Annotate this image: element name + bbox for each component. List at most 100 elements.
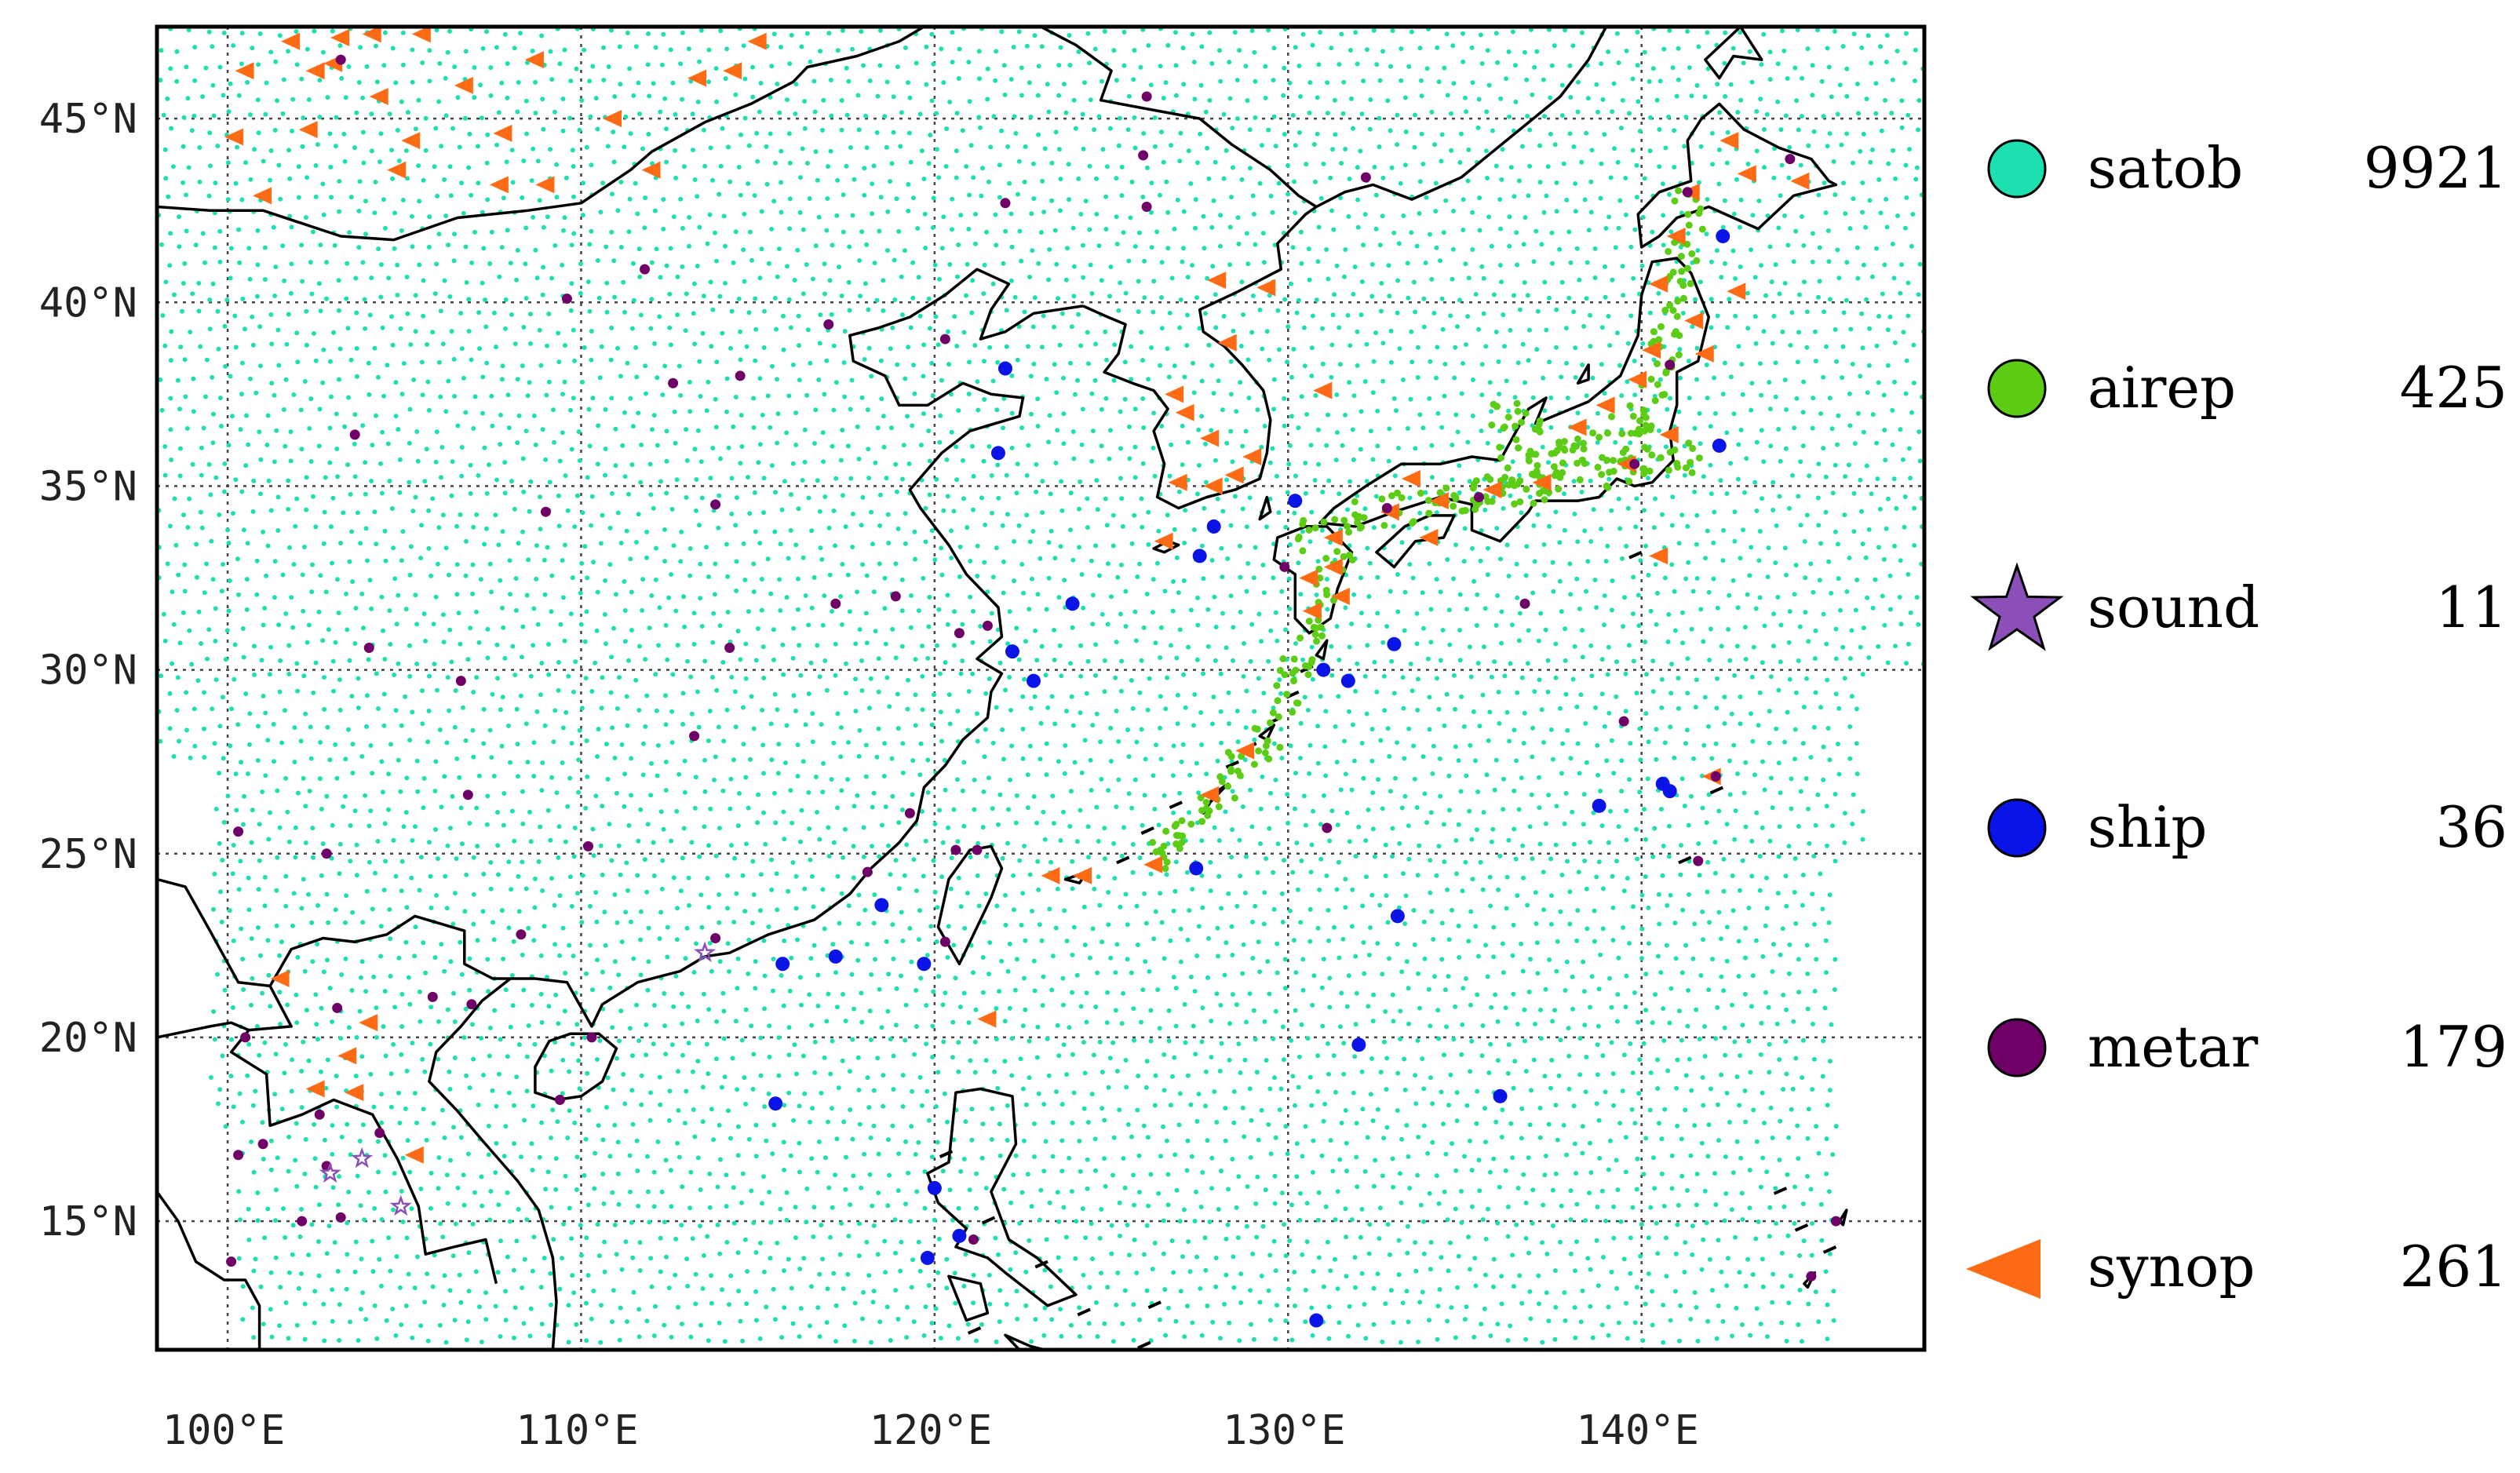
synop-marker <box>337 1047 357 1065</box>
synop-marker <box>1302 602 1322 620</box>
synop-marker <box>1235 742 1255 760</box>
synop-marker <box>603 110 622 128</box>
metar-marker <box>1138 150 1149 161</box>
sound-legend-icon <box>1970 562 2064 651</box>
metar-marker <box>1124 1470 1134 1473</box>
synop-marker <box>253 187 272 205</box>
ship-legend-icon <box>1987 798 2047 858</box>
ship-marker <box>1712 438 1727 453</box>
synop-marker <box>1532 473 1552 491</box>
synop-marker <box>1790 172 1810 190</box>
ship-observations <box>768 228 1730 1328</box>
ship-marker <box>1716 228 1730 243</box>
small-island <box>1678 855 1692 865</box>
legend-name: airep <box>2088 355 2236 421</box>
metar-marker <box>710 932 721 943</box>
synop-marker <box>1224 466 1244 484</box>
lat-tick-label: 15°N <box>39 1198 137 1245</box>
metar-marker <box>968 1234 979 1245</box>
metar-marker <box>724 642 735 653</box>
synop-marker <box>493 124 512 142</box>
metar-marker <box>1682 187 1693 198</box>
synop-marker <box>305 62 325 80</box>
metar-marker <box>233 1150 244 1161</box>
ship-marker <box>1026 673 1041 688</box>
sound-observations <box>319 941 717 1216</box>
sound-marker <box>694 941 717 963</box>
lon-tick-label: 130°E <box>1223 1407 1346 1454</box>
metar-marker <box>233 826 244 837</box>
ship-marker <box>1340 673 1355 688</box>
small-island <box>1822 1245 1837 1254</box>
ship-marker <box>920 1250 935 1265</box>
metar-marker <box>554 1095 565 1106</box>
synop-marker <box>1642 341 1661 359</box>
small-island <box>1225 760 1240 769</box>
legend-item-sound: sound 11 <box>1970 562 2507 651</box>
metar-marker <box>1519 598 1530 609</box>
synop-marker <box>1175 403 1194 421</box>
satob-points <box>157 27 1924 1345</box>
synop-marker <box>1429 492 1449 510</box>
legend-count: 9921 <box>2364 135 2507 201</box>
synop-marker <box>1419 528 1439 546</box>
small-island <box>1077 1307 1091 1317</box>
synop-marker <box>1649 275 1668 293</box>
metar-marker <box>516 929 527 940</box>
small-island <box>1169 800 1183 810</box>
lon-tick-label: 120°E <box>870 1407 993 1454</box>
ship-marker <box>1351 1037 1366 1052</box>
ship-marker <box>1005 644 1019 659</box>
synop-marker <box>1666 227 1686 245</box>
ship-marker <box>1387 636 1402 651</box>
metar-marker <box>349 429 360 440</box>
synop-marker <box>401 132 421 150</box>
metar-marker <box>462 789 473 800</box>
ship-marker <box>1662 784 1677 799</box>
ship-marker <box>874 898 889 913</box>
synop-marker <box>235 62 254 80</box>
synop-marker <box>404 1146 424 1164</box>
synop-marker <box>747 32 767 50</box>
synop-marker <box>1200 429 1220 447</box>
synop-marker <box>1154 532 1173 550</box>
satob-legend-icon <box>1987 139 2047 199</box>
sound-marker <box>319 1161 341 1183</box>
metar-marker <box>1830 1216 1841 1227</box>
metar-marker <box>1141 201 1152 212</box>
lat-tick-label: 45°N <box>39 96 137 143</box>
metar-marker <box>640 264 651 275</box>
longitude-labels: 100°E 110°E 120°E 130°E 140°E <box>162 1407 1699 1454</box>
synop-marker <box>1482 481 1502 499</box>
synop-marker <box>1567 418 1587 436</box>
small-island <box>1116 855 1130 865</box>
small-island <box>1147 1300 1162 1309</box>
border-indochina <box>157 877 511 988</box>
metar-marker <box>668 377 679 388</box>
synop-marker <box>1168 473 1187 491</box>
sound-marker <box>351 1147 374 1169</box>
synop-marker <box>1242 447 1262 465</box>
legend: satob 9921 airep 425 sound 11 ship 36 metar 179 sy… <box>1966 135 2507 1300</box>
synop-marker <box>359 1014 378 1032</box>
metar-marker <box>1473 491 1484 502</box>
small-island <box>997 1372 1009 1377</box>
legend-count: 36 <box>2435 794 2507 860</box>
island-tsushima <box>1258 495 1272 521</box>
synop-marker <box>1628 370 1647 388</box>
metar-marker <box>1806 1271 1817 1282</box>
metar-marker <box>1710 771 1721 782</box>
synop-marker <box>1207 272 1227 290</box>
synop-marker <box>411 27 431 43</box>
legend-name: metar <box>2088 1014 2259 1080</box>
synop-marker <box>524 51 544 69</box>
lat-tick-label: 20°N <box>39 1015 137 1062</box>
metar-marker <box>1000 198 1011 209</box>
ship-marker <box>997 361 1012 376</box>
metar-marker <box>1665 359 1676 370</box>
map-frame <box>155 24 1927 1352</box>
synop-marker <box>1313 381 1333 399</box>
border-china-russia-ne <box>1040 27 1318 208</box>
metar-marker <box>823 319 834 330</box>
